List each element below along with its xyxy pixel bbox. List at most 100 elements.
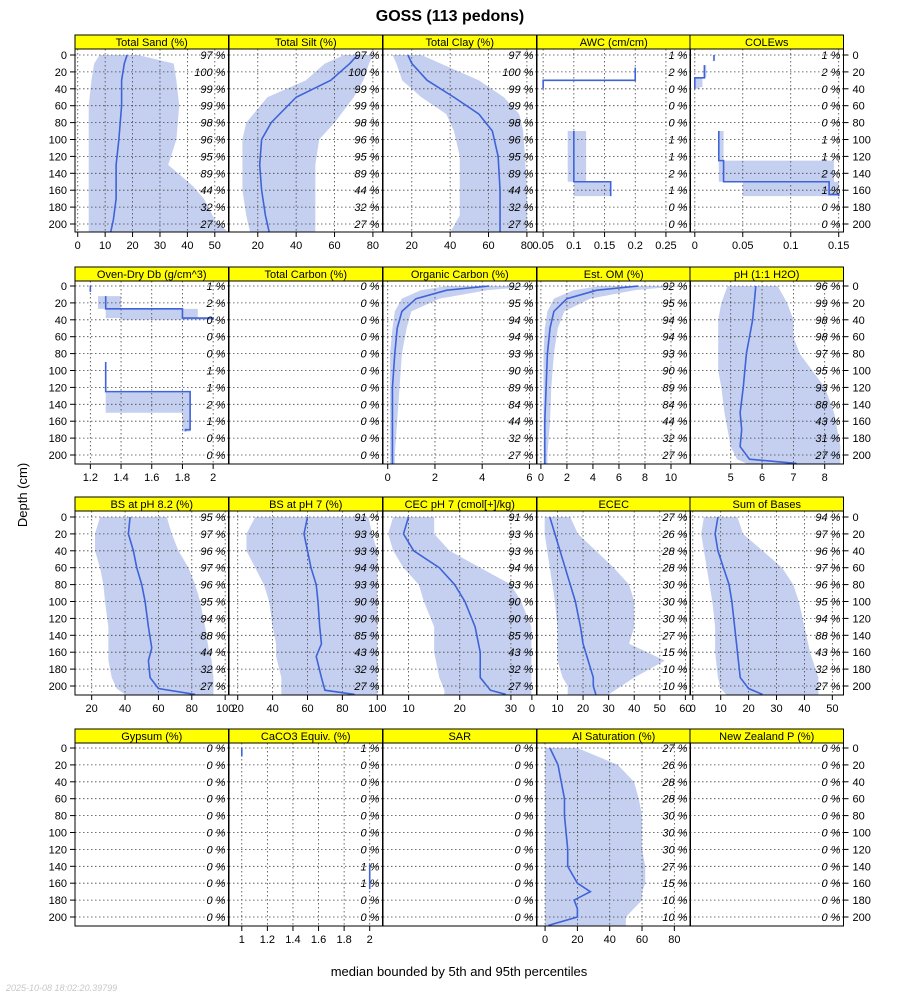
data-coverage-label: 96 % [200,546,225,558]
y-tick-label: 60 [853,101,865,113]
panel-border [536,48,691,233]
data-coverage-label: 32 % [662,433,687,445]
data-coverage-label: 15 % [662,878,687,890]
data-coverage-label: 1 % [207,366,226,378]
x-tick-label: 4 [479,472,485,484]
x-tick-label: 1.6 [311,934,326,946]
data-coverage-label: 93 % [508,580,533,592]
x-tick-label: 1.2 [260,934,275,946]
data-coverage-label: 88 % [815,630,840,642]
data-coverage-label: 99 % [508,101,533,113]
panel-title: Al Saturation (%) [572,731,655,743]
x-tick-label: 20 [571,934,583,946]
data-coverage-label: 1 % [669,151,688,163]
panel: BS at pH 8.2 (%) 95 % 97 % 96 % 97 % 96 % 95 %… [49,496,234,715]
data-coverage-label: 0 % [822,912,841,924]
y-tick-label: 20 [853,298,865,310]
data-coverage-label: 89 % [508,382,533,394]
panel: Total Carbon (%) 0 % 0 % 0 % 0 % 0 % 0 % 0 % 0 %… [228,266,383,465]
data-coverage-label: 1 % [207,281,226,293]
data-coverage-label: 93 % [662,349,687,361]
data-coverage-label: 0 % [361,794,380,806]
panel: AWC (cm/cm) 1 % 2 % 0 % 0 % 0 % 1 % 1 % 2 % 1 % 0 … [532,34,691,252]
data-coverage-label: 93 % [815,382,840,394]
data-coverage-label: 0 % [361,895,380,907]
panel: Total Clay (%) 97 % 100 % 99 % 99 % 98 % 96 % 9… [382,34,537,252]
y-tick-label: 100 [49,828,67,840]
y-tick-label: 100 [49,597,67,609]
data-coverage-label: 95 % [815,366,840,378]
x-tick-label: 0 [75,240,81,252]
data-coverage-label: 0 % [207,450,226,462]
panel-plot-area [229,511,383,695]
x-tick-label: 20 [252,240,264,252]
percentile-band [390,286,535,464]
data-coverage-label: 96 % [200,135,225,147]
data-coverage-label: 95 % [200,512,225,524]
median-line [127,516,196,695]
x-tick-label: 0.2 [628,240,643,252]
x-tick-label: 10 [715,703,727,715]
y-tick-label: 80 [853,118,865,130]
panel-plot-area [690,747,844,918]
y-tick-label: 120 [49,382,67,394]
data-coverage-label: 0 % [361,366,380,378]
y-tick-label: 100 [853,135,871,147]
y-tick-label: 120 [49,151,67,163]
data-coverage-label: 96 % [815,546,840,558]
panel-title: Est. OM (%) [584,269,644,281]
y-tick-label: 60 [55,101,67,113]
data-coverage-label: 0 % [515,895,534,907]
data-coverage-label: 85 % [354,630,379,642]
data-coverage-label: 94 % [815,613,840,625]
data-coverage-label: 26 % [661,760,687,772]
data-coverage-label: 44 % [508,416,533,428]
y-tick-label: 80 [55,349,67,361]
data-coverage-label: 98 % [354,118,379,130]
y-tick-label: 160 [853,878,871,890]
y-tick-label: 60 [55,563,67,575]
data-coverage-label: 2 % [668,168,688,180]
data-coverage-label: 0 % [361,416,380,428]
data-coverage-label: 94 % [508,563,533,575]
y-axis-label: Depth (cm) [15,463,30,527]
y-tick-label: 20 [55,529,67,541]
y-tick-label: 180 [853,895,871,907]
y-tick-label: 180 [853,664,871,676]
x-tick-label: 0 [385,472,391,484]
panel-title: SAR [448,731,471,743]
x-tick-label: 30 [154,240,166,252]
y-tick-label: 80 [853,580,865,592]
data-coverage-label: 96 % [508,135,533,147]
x-tick-label: 1.4 [285,934,300,946]
data-coverage-label: 43 % [508,647,533,659]
data-coverage-label: 30 % [662,811,687,823]
data-coverage-label: 0 % [207,811,226,823]
y-tick-label: 40 [853,546,865,558]
x-tick-label: 60 [679,703,691,715]
x-tick-label: 0.1 [566,240,581,252]
y-tick-label: 180 [853,202,871,214]
data-coverage-label: 30 % [662,580,687,592]
data-coverage-label: 0 % [822,794,841,806]
x-tick-label: 1.2 [83,472,98,484]
x-tick-label: 1.4 [113,472,128,484]
x-tick-label: 0.15 [828,240,849,252]
panel-title: CEC pH 7 (cmol[+]/kg) [405,499,515,511]
data-coverage-label: 27 % [814,450,840,462]
y-tick-label: 140 [49,861,67,873]
data-coverage-label: 95 % [200,597,225,609]
y-tick-label: 60 [55,332,67,344]
x-tick-label: 40 [290,240,302,252]
data-coverage-label: 43 % [815,647,840,659]
data-coverage-label: 0 % [822,101,841,113]
data-coverage-label: 27 % [661,450,687,462]
data-coverage-label: 1 % [361,743,380,755]
x-tick-label: 100 [216,703,234,715]
data-coverage-label: 32 % [815,664,840,676]
data-coverage-label: 0 % [822,878,841,890]
panel: Sum of Bases 94 % 97 % 96 % 97 % 96 % 95 % 94 %… [689,496,871,715]
data-coverage-label: 97 % [200,50,225,62]
data-coverage-label: 32 % [508,664,533,676]
